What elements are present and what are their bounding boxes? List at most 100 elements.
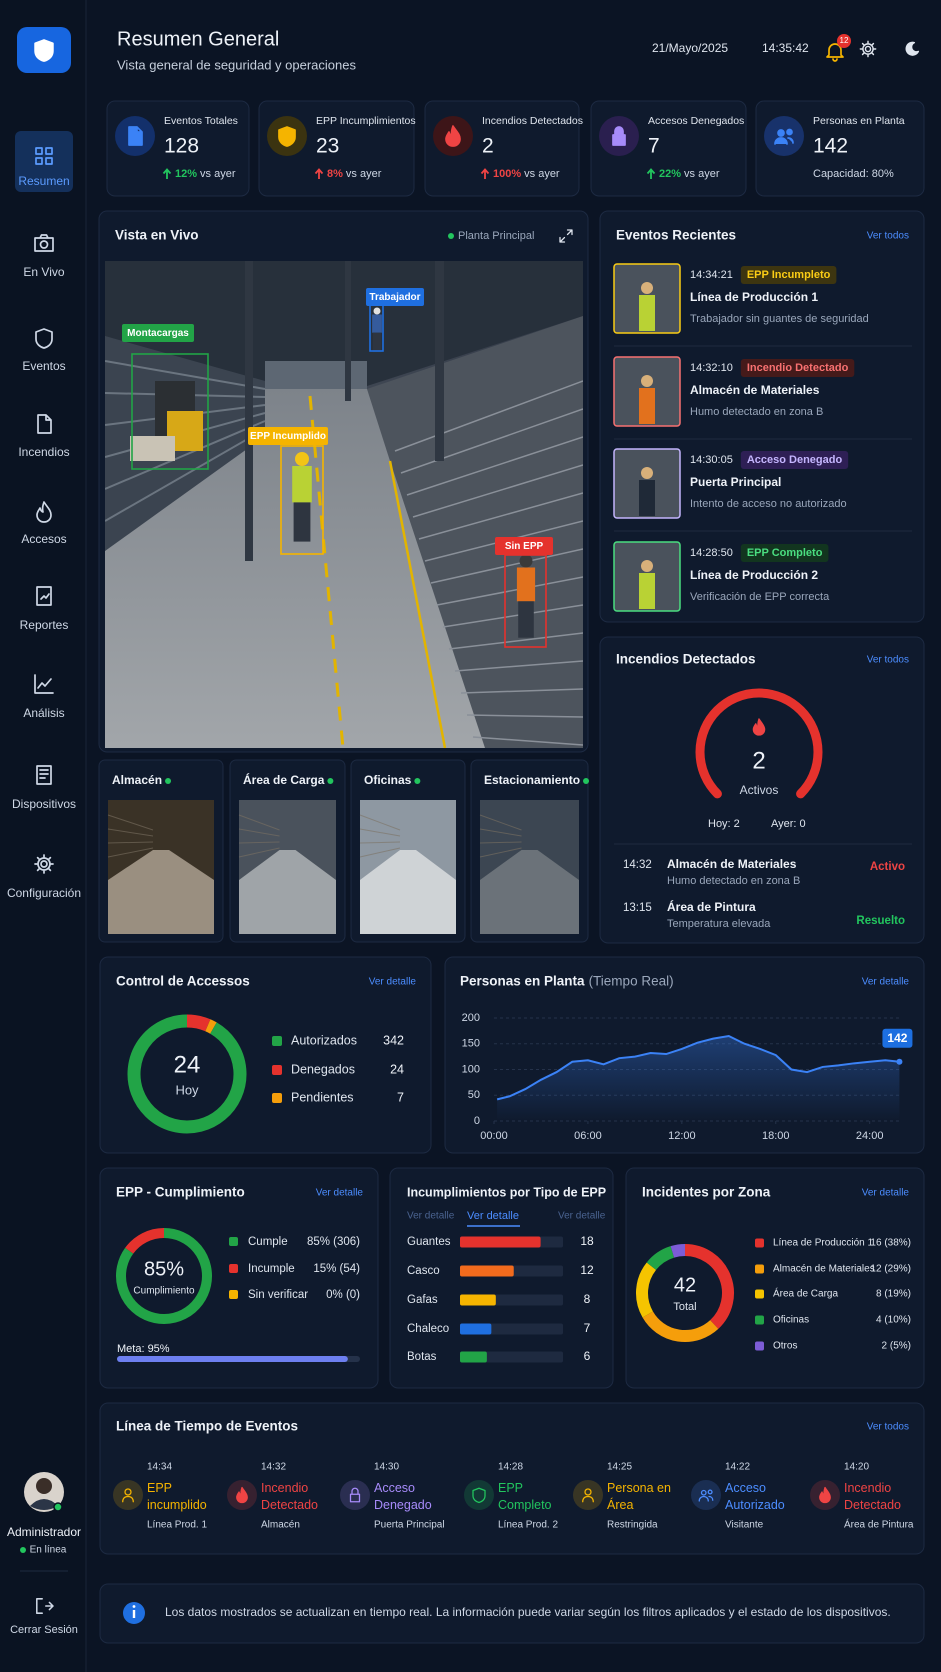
camera-status xyxy=(414,778,421,784)
timeline-time: 14:32 xyxy=(261,1462,286,1473)
thumb-body xyxy=(639,295,655,331)
icon-shape xyxy=(559,229,573,243)
value-badge xyxy=(882,1028,913,1048)
nav-label[interactable]: Resumen xyxy=(18,174,69,188)
kpi-change: 100% xyxy=(493,168,521,180)
icon-shape xyxy=(472,1487,486,1504)
timeline-time: 14:20 xyxy=(844,1462,869,1473)
camera-name: Área de Carga xyxy=(243,772,325,787)
trend-arrow xyxy=(646,168,656,179)
bar xyxy=(460,1236,541,1248)
thumb-line xyxy=(359,841,401,844)
detection-tag xyxy=(248,427,328,445)
donut-segment xyxy=(684,1244,734,1329)
icon-shape xyxy=(34,854,54,874)
event-tag xyxy=(740,266,837,284)
panel-link[interactable]: Ver todos xyxy=(867,231,909,242)
nav-label[interactable]: Configuración xyxy=(7,886,81,900)
kpi-note: Capacidad: 80% xyxy=(813,168,894,180)
icon-shape xyxy=(349,1487,361,1503)
donut-segment xyxy=(636,1262,657,1318)
panel-title: EPP - Cumplimiento xyxy=(116,1185,245,1200)
donut-segment xyxy=(125,1228,165,1254)
conveyor-roller xyxy=(400,408,583,474)
thumb-line xyxy=(238,814,280,831)
scene-ceiling xyxy=(105,261,583,386)
kpi-change: 12% xyxy=(175,168,197,180)
nav-label[interactable]: Eventos xyxy=(22,359,65,373)
legend-label: Línea de Producción 1 xyxy=(773,1238,874,1249)
y-tick-label: 0 xyxy=(474,1115,480,1127)
fire-time: 13:15 xyxy=(623,902,652,914)
user-name: Administrador xyxy=(7,1525,81,1539)
worker-body xyxy=(372,314,382,333)
tab[interactable]: Ver detalle xyxy=(558,1211,606,1222)
timeline-title-line: Incendio xyxy=(261,1481,308,1495)
bar-value: 7 xyxy=(584,1321,591,1335)
tab[interactable]: Ver detalle xyxy=(467,1210,519,1222)
legend-label: Cumple xyxy=(248,1236,288,1248)
legend-swatch xyxy=(755,1315,764,1325)
panel-link[interactable]: Ver detalle xyxy=(316,1188,364,1199)
meta-label: Meta: 95% xyxy=(117,1343,170,1355)
timeline-title-line: Completo xyxy=(498,1498,552,1512)
icon-shape xyxy=(826,43,844,62)
icon xyxy=(36,765,52,785)
status-dot xyxy=(20,1547,26,1553)
icon xyxy=(774,128,794,145)
nav-label[interactable]: Accesos xyxy=(21,532,66,546)
icon-shape xyxy=(34,39,54,62)
donut-center-label: Total xyxy=(673,1301,696,1313)
tab[interactable]: Ver detalle xyxy=(407,1211,455,1222)
logout[interactable]: Cerrar Sesión xyxy=(10,1624,78,1636)
icon-shape xyxy=(37,414,52,434)
gauge xyxy=(695,688,823,799)
fire-count-label: Activos xyxy=(740,783,779,797)
nav-label[interactable]: Reportes xyxy=(20,618,69,632)
kpi-note: vs ayer xyxy=(200,168,236,180)
avatar-head xyxy=(36,1478,52,1494)
nav-label[interactable]: En Vivo xyxy=(23,265,64,279)
timeline-title-line: Persona en xyxy=(607,1481,671,1495)
thumb-body xyxy=(639,480,655,516)
fire-status: Resuelto xyxy=(856,915,905,927)
icon-shape xyxy=(34,234,54,252)
donut-segment xyxy=(642,1311,719,1342)
thumb-line xyxy=(238,828,280,837)
conveyor-roller xyxy=(406,436,583,496)
sidebar xyxy=(0,0,86,1672)
conveyor-roller xyxy=(448,632,583,650)
event-tag xyxy=(740,359,855,377)
thumb-line xyxy=(479,814,522,831)
panel-link[interactable]: Ver detalle xyxy=(862,1188,910,1199)
scene-wall xyxy=(265,361,367,389)
camera-status xyxy=(165,778,172,784)
info-icon-dot xyxy=(132,1605,136,1608)
icon-shape xyxy=(35,147,53,165)
detection-box xyxy=(280,445,324,555)
thumb-line xyxy=(359,828,401,837)
panel-title-note: (Tiempo Real) xyxy=(589,974,674,989)
timeline-sub: Área de Pintura xyxy=(844,1518,914,1531)
panel-link[interactable]: Ver todos xyxy=(867,1422,909,1433)
icon xyxy=(472,1487,486,1504)
bar-value: 12 xyxy=(580,1263,594,1277)
panel-link[interactable]: Ver detalle xyxy=(369,977,417,988)
panel xyxy=(99,956,432,1154)
donut-center-label: Cumplimiento xyxy=(133,1286,195,1297)
x-tick-label: 12:00 xyxy=(668,1130,696,1142)
camera-name: Almacén xyxy=(112,773,162,787)
nav-label[interactable]: Dispositivos xyxy=(12,797,76,811)
nav-label[interactable]: Análisis xyxy=(23,706,64,720)
worker-head xyxy=(519,554,533,568)
kpi-value: 142 xyxy=(813,135,848,158)
thumb-body xyxy=(639,388,655,424)
panel-link[interactable]: Ver todos xyxy=(867,655,909,666)
bar xyxy=(460,1351,487,1363)
timeline-title-line: incumplido xyxy=(147,1498,207,1512)
legend-swatch xyxy=(755,1341,764,1351)
date: 21/Mayo/2025 xyxy=(652,41,728,55)
nav-label[interactable]: Incendios xyxy=(18,445,69,459)
panel-link[interactable]: Ver detalle xyxy=(862,977,910,988)
x-tick-label: 00:00 xyxy=(480,1130,508,1142)
